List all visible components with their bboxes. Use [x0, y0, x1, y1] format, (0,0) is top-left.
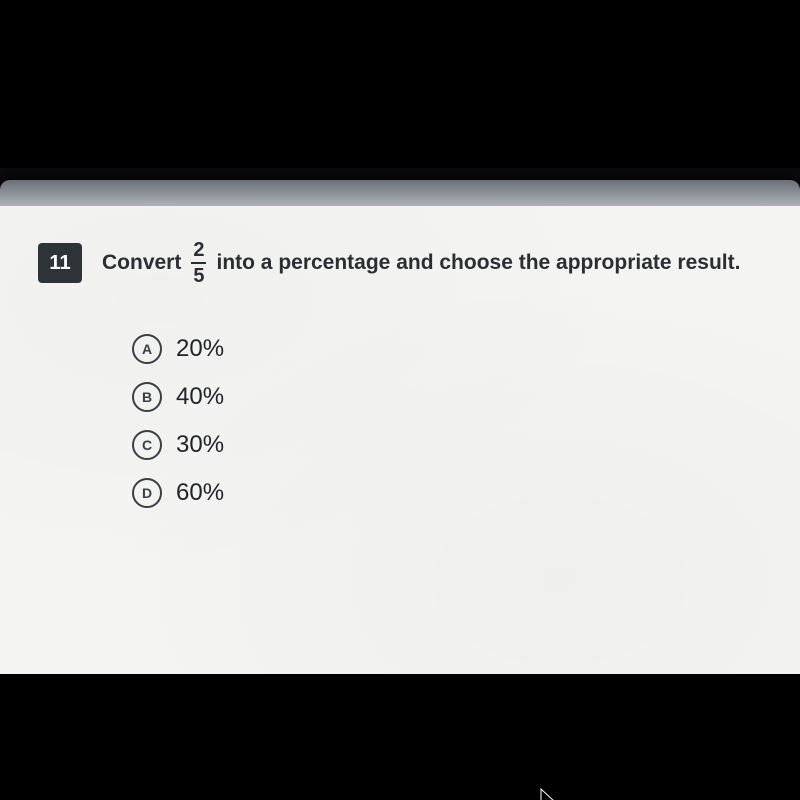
choice-letter-badge: A: [132, 334, 162, 364]
choice-a[interactable]: A 20%: [132, 334, 224, 364]
question-stem: Convert 2 5 into a percentage and choose…: [102, 240, 740, 286]
choice-text: 30%: [176, 431, 224, 459]
fraction: 2 5: [191, 240, 206, 286]
stem-suffix: into a percentage and choose the appropr…: [216, 250, 740, 275]
choice-text: 60%: [176, 479, 224, 507]
choice-d[interactable]: D 60%: [132, 478, 224, 508]
stem-prefix: Convert: [102, 250, 181, 275]
choice-text: 20%: [176, 335, 224, 363]
fraction-denominator: 5: [191, 264, 206, 286]
choice-letter-badge: D: [132, 478, 162, 508]
choice-b[interactable]: B 40%: [132, 382, 224, 412]
question-page: 11 Convert 2 5 into a percentage and cho…: [0, 206, 800, 674]
question-number: 11: [49, 252, 70, 275]
choice-text: 40%: [176, 383, 224, 411]
answer-choices: A 20% B 40% C 30% D 60%: [132, 334, 224, 508]
question-number-badge: 11: [38, 243, 82, 283]
cursor-icon: [540, 788, 558, 800]
fraction-numerator: 2: [191, 240, 206, 262]
question-row: 11 Convert 2 5 into a percentage and cho…: [38, 240, 770, 286]
choice-c[interactable]: C 30%: [132, 430, 224, 460]
choice-letter-badge: B: [132, 382, 162, 412]
choice-letter-badge: C: [132, 430, 162, 460]
